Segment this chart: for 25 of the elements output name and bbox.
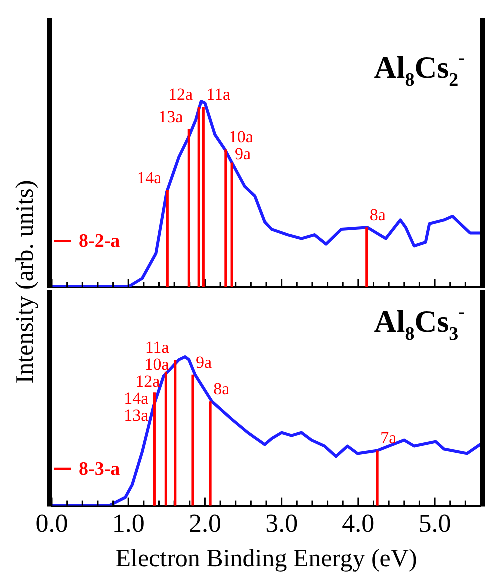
x-tick-label: 2.0 <box>188 509 222 538</box>
annotation: 13a <box>158 107 184 126</box>
annotation: 10a <box>144 354 170 374</box>
x-tick-label: 5.0 <box>418 509 452 538</box>
annotation: 9a <box>196 352 212 372</box>
annotation: 8a <box>370 206 386 225</box>
annotation: 12a <box>136 372 161 391</box>
annotation: 7a <box>380 428 398 448</box>
annotation: 8a <box>214 380 230 399</box>
x-tick-label: 1.0 <box>112 509 145 538</box>
annotation: 13a <box>124 406 150 425</box>
x-tick-label: 3.0 <box>266 509 298 538</box>
annotation: 9a <box>235 144 252 164</box>
annotation: 11a <box>145 338 170 357</box>
x-tick-label: 4.0 <box>342 509 375 538</box>
x-axis-title: Electron Binding Energy (eV) <box>116 546 418 573</box>
annotation: 8-2-a <box>79 231 121 252</box>
annotation: 14a <box>124 388 150 408</box>
annotation: 14a <box>137 168 162 188</box>
annotation: 11a <box>206 85 232 104</box>
annotation: 8-3-a <box>79 459 121 480</box>
annotation: 10a <box>228 128 254 147</box>
x-tick-label: 0.0 <box>36 509 68 538</box>
y-axis-title: Intensity (arb. units) <box>12 180 40 384</box>
annotation: 12a <box>168 85 194 104</box>
